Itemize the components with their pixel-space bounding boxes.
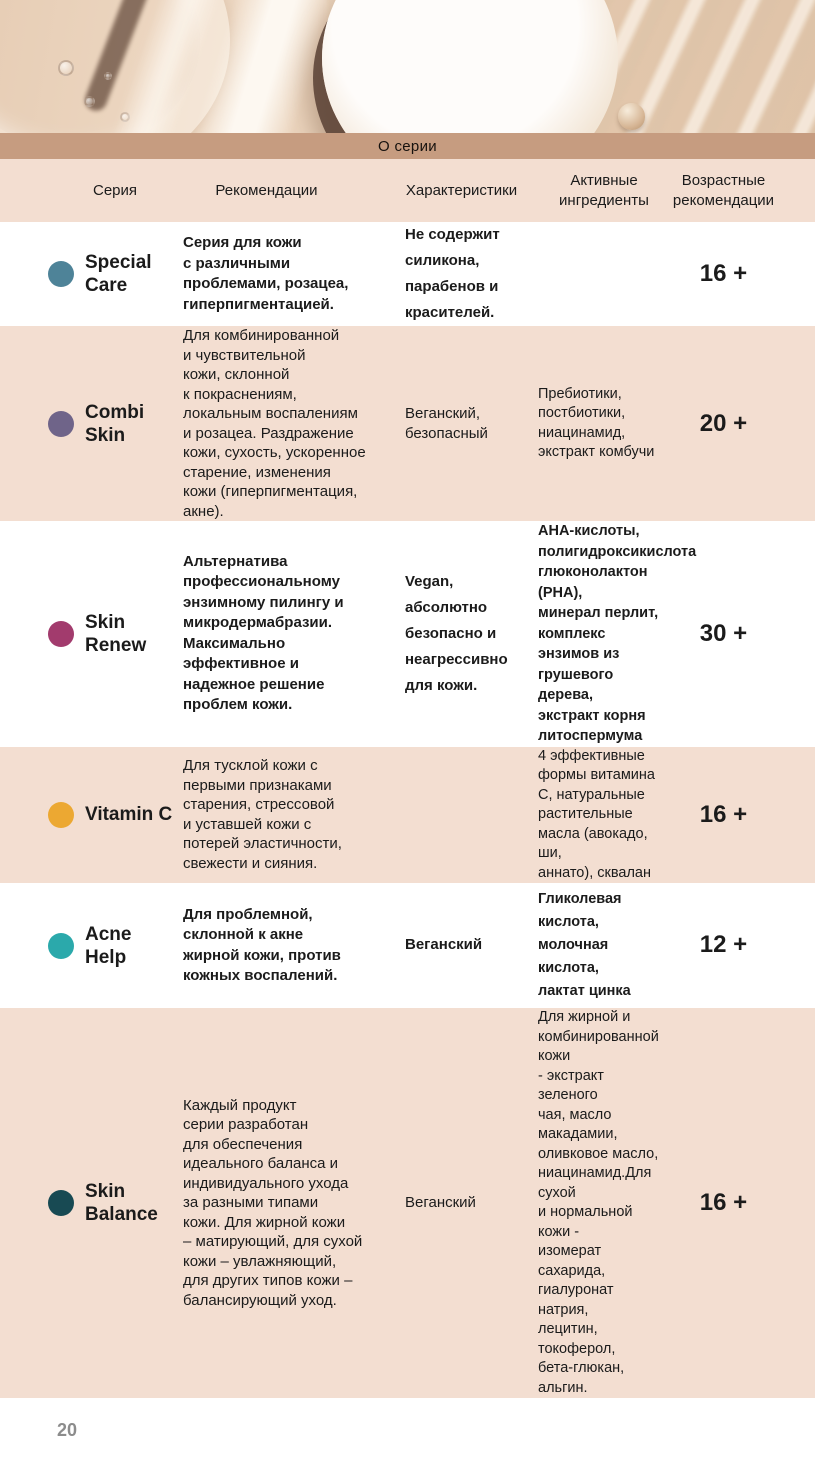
recommendations-cell: Альтернатива профессиональному энзимному… xyxy=(183,552,344,714)
ingredients-cell: Для жирной и комбинированной кожи - экст… xyxy=(538,1009,659,1396)
table-row: Special Care Серия для кожи с различными … xyxy=(0,222,815,326)
characteristics-cell: Vegan, абсолютно безопасно и неагрессивн… xyxy=(405,572,508,694)
hero-bubble-decor xyxy=(58,60,74,76)
recommendations-cell: Для тусклой кожи с первыми признаками ст… xyxy=(183,757,342,872)
table-row: Acne Help Для проблемной, склонной к акне… xyxy=(0,883,815,1008)
series-cell: Skin Renew xyxy=(48,611,183,657)
age-recommendation: 20 + xyxy=(699,409,748,437)
column-header: Возрастные рекомендации xyxy=(672,171,775,209)
ingredients-cell: Гликолевая кислота, молочная кислота, ла… xyxy=(538,891,631,999)
recommendations-cell: Для комбинированной и чувствительной кож… xyxy=(183,327,366,520)
age-recommendation: 30 + xyxy=(699,619,748,647)
characteristics-cell: Веганский xyxy=(405,936,483,954)
section-tab-bar: О серии xyxy=(0,133,815,159)
table-header-row: Серия Рекомендации Характеристики Активные … xyxy=(0,159,815,222)
characteristics-cell: Веганский, безопасный xyxy=(405,405,488,442)
series-cell: Special Care xyxy=(48,251,183,297)
series-dot-icon xyxy=(48,932,74,959)
age-recommendation: 16 + xyxy=(699,259,748,287)
recommendations-cell: Каждый продукт серии разработан для обес… xyxy=(183,1096,363,1309)
column-header: Рекомендации xyxy=(215,181,318,199)
table-row: Vitamin C Для тусклой кожи с первыми приз… xyxy=(0,746,815,883)
series-name: Skin Renew xyxy=(85,611,147,656)
series-cell: Acne Help xyxy=(48,923,183,969)
series-name: Skin Balance xyxy=(85,1181,158,1225)
section-tab-label: О серии xyxy=(378,137,437,155)
series-dot-icon xyxy=(48,410,74,437)
age-recommendation: 16 + xyxy=(699,801,748,828)
age-recommendation: 12 + xyxy=(699,931,748,959)
series-dot-icon xyxy=(48,261,74,287)
ingredients-cell: 4 эффективные формы витамина С, натураль… xyxy=(538,747,655,881)
hero-photo xyxy=(0,0,815,133)
characteristics-cell: Не содержит силикона, парабенов и красит… xyxy=(405,226,500,321)
series-dot-icon xyxy=(48,620,74,647)
series-name: Acne Help xyxy=(85,923,132,968)
page-footer: 20 xyxy=(0,1398,815,1463)
ingredients-cell: Пребиотики, постбиотики, ниацинамид, экс… xyxy=(538,385,655,461)
hero-cream-disc-decor xyxy=(322,0,618,133)
table-row: Combi Skin Для комбинированной и чувствит… xyxy=(0,326,815,521)
series-name: Special Care xyxy=(85,252,152,296)
series-dot-icon xyxy=(48,801,74,828)
series-name: Vitamin C xyxy=(85,804,173,826)
series-cell: Skin Balance xyxy=(48,1180,183,1226)
hero-droplet-decor xyxy=(618,103,645,130)
hero-bubble-decor xyxy=(84,96,95,107)
column-header: Активные ингредиенты xyxy=(559,171,649,209)
age-recommendation: 16 + xyxy=(699,1189,748,1217)
series-cell: Combi Skin xyxy=(48,401,183,447)
characteristics-cell: Веганский xyxy=(405,1194,476,1212)
hero-bubble-decor xyxy=(104,72,112,80)
page-number: 20 xyxy=(57,1420,78,1440)
series-table-body: Special Care Серия для кожи с различными … xyxy=(0,222,815,1398)
series-cell: Vitamin C xyxy=(48,801,183,828)
recommendations-cell: Серия для кожи с различными проблемами, … xyxy=(183,234,349,313)
series-name: Combi Skin xyxy=(85,401,145,446)
table-row: Skin Balance Каждый продукт серии разрабо… xyxy=(0,1008,815,1398)
table-row: Skin Renew Альтернатива профессиональному… xyxy=(0,521,815,747)
ingredients-cell: АНА-кислоты, полигидроксикислота глюконо… xyxy=(538,523,697,744)
column-header: Серия xyxy=(93,181,138,199)
recommendations-cell: Для проблемной, склонной к акне жирной к… xyxy=(183,905,341,985)
column-header: Характеристики xyxy=(405,181,518,199)
series-dot-icon xyxy=(48,1190,74,1216)
